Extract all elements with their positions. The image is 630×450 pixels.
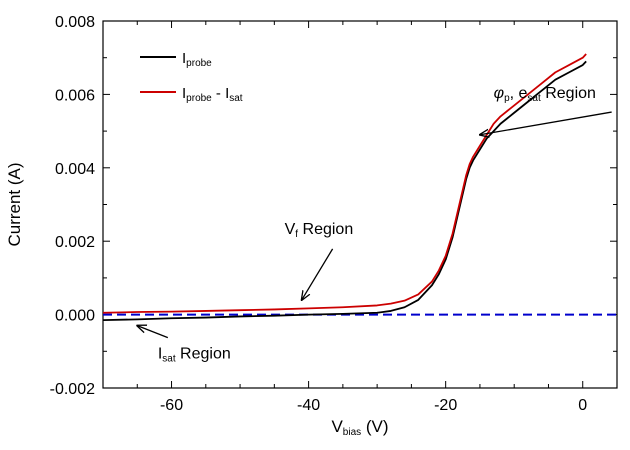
annotation-text-part: sat: [527, 93, 541, 104]
x-axis-title-part: bias: [343, 427, 361, 438]
y-tick-label: -0.002: [50, 381, 95, 398]
legend-label-part: I: [182, 85, 186, 102]
series: [102, 53, 587, 322]
x-tick-label: -40: [297, 397, 320, 414]
series-line-iprobe-minus-isat: [102, 53, 587, 314]
annotation-text: φp, esat Region: [494, 85, 596, 104]
y-tick-label: 0.006: [55, 87, 95, 104]
legend-label-part: - I: [212, 85, 230, 102]
annotation-text-part: φ: [494, 85, 504, 102]
annotation-arrow: [137, 326, 169, 339]
annotation-text-part: , e: [510, 85, 528, 102]
legend-label-part: I: [182, 50, 186, 67]
legend-label-part: sat: [229, 93, 243, 104]
x-axis-title-part: V: [331, 417, 343, 436]
annotation-text-part: Region: [298, 221, 353, 238]
annotation-arrow: [302, 248, 334, 300]
annotation-text-part: I: [158, 346, 162, 363]
x-tick-label: -20: [434, 397, 457, 414]
legend-label: Iprobe - Isat: [182, 85, 243, 104]
ticks: -60 -40 -20 0 -0.002 0.000 0.002 0.004 0.006 0.00…: [50, 14, 618, 414]
annotation-text-part: V: [285, 221, 296, 238]
legend-label-part: probe: [186, 93, 212, 104]
plot-frame: [102, 20, 618, 389]
x-tick-label: 0: [578, 397, 587, 414]
annotation-arrow: [480, 111, 612, 135]
y-tick-label: 0.004: [55, 161, 95, 178]
legend-label-part: probe: [186, 58, 212, 69]
x-tick-label: -60: [160, 397, 183, 414]
y-tick-label: 0.000: [55, 308, 95, 325]
y-tick-label: 0.008: [55, 14, 95, 31]
x-axis-title-part: (V): [361, 417, 388, 436]
legend-label: Iprobe: [182, 50, 212, 69]
x-axis-title: Vbias (V): [331, 417, 388, 438]
annotation-text-part: p: [504, 93, 510, 104]
annotation-text: Vf Region: [285, 221, 354, 240]
annotation-text-part: Region: [176, 346, 231, 363]
annotation-text-part: f: [295, 229, 298, 240]
annotation-text-part: sat: [162, 354, 176, 365]
y-tick-label: 0.002: [55, 234, 95, 251]
y-axis-title: Current (A): [5, 162, 24, 246]
annotation-text-part: Region: [541, 85, 596, 102]
annotation-text: Isat Region: [158, 346, 231, 365]
